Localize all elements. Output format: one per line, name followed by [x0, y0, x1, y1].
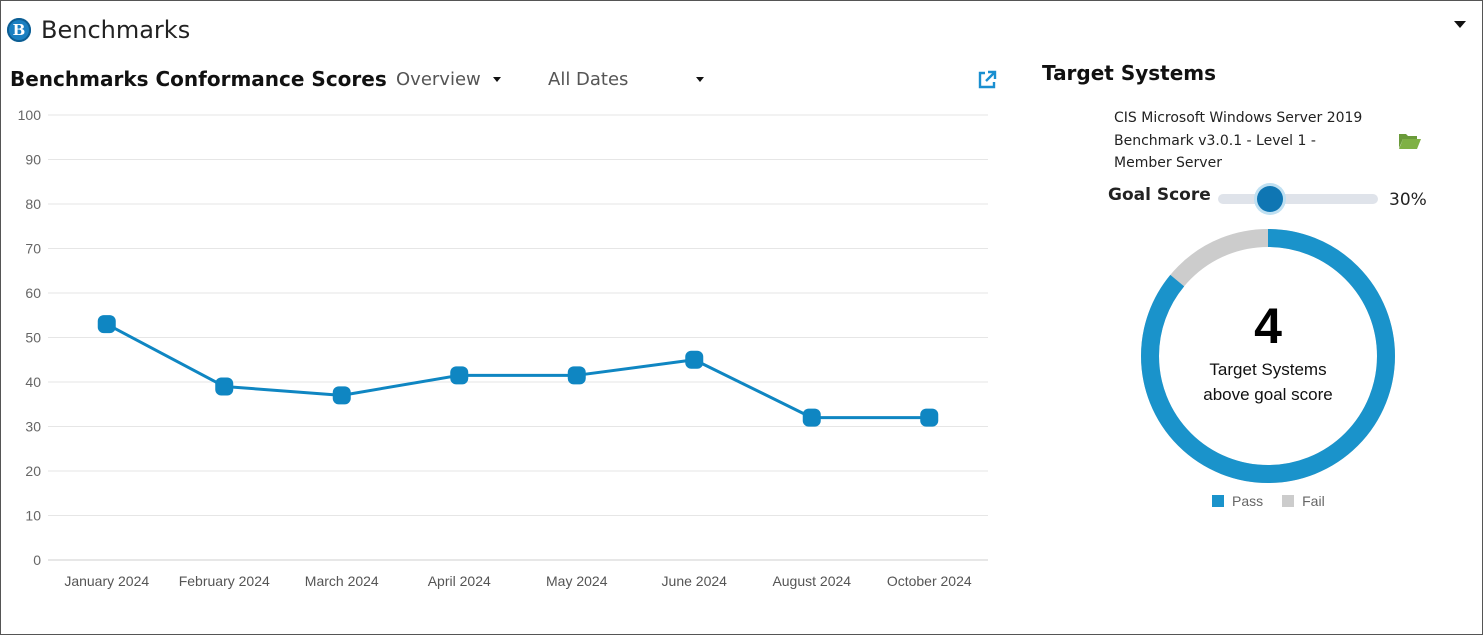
y-tick-label: 50 — [25, 330, 41, 346]
y-tick-label: 80 — [25, 196, 41, 212]
widget-header: B Benchmarks — [7, 15, 190, 45]
donut-caption-line1: Target Systems — [1209, 360, 1327, 379]
data-point[interactable] — [450, 366, 469, 385]
widget-title: Benchmarks — [41, 16, 191, 44]
y-tick-label: 10 — [25, 508, 41, 524]
legend-fail-label: Fail — [1302, 493, 1325, 509]
legend-pass-label: Pass — [1232, 493, 1264, 509]
x-tick-label: April 2024 — [428, 573, 491, 589]
data-point[interactable] — [97, 315, 116, 334]
data-point[interactable] — [215, 377, 234, 396]
legend-fail-swatch — [1282, 495, 1295, 507]
conformance-line-chart: 0 10 20 30 40 50 60 70 80 90 100 January 2024 Februa… — [18, 107, 988, 589]
x-tick-label: May 2024 — [546, 573, 608, 589]
y-tick-label: 100 — [18, 107, 42, 123]
view-dropdown-caret-icon — [492, 77, 501, 82]
y-tick-label: 40 — [25, 374, 41, 390]
series-line — [106, 322, 930, 420]
goal-score-slider[interactable] — [1218, 194, 1378, 204]
x-tick-label: January 2024 — [64, 573, 149, 589]
legend-pass-swatch — [1212, 495, 1224, 507]
donut-caption: Target Systems above goal score — [1141, 357, 1395, 407]
date-dropdown-value: All Dates — [548, 69, 629, 90]
chart-title: Benchmarks Conformance Scores — [10, 67, 387, 91]
data-point[interactable] — [332, 386, 351, 405]
x-tick-label: October 2024 — [887, 573, 972, 589]
goal-score-value: 30% — [1389, 190, 1427, 210]
y-tick-label: 30 — [25, 419, 41, 435]
benchmark-name: CIS Microsoft Windows Server 2019 Benchm… — [1114, 110, 1363, 171]
view-dropdown-value: Overview — [396, 69, 481, 90]
x-tick-label: March 2024 — [305, 573, 379, 589]
open-folder-icon[interactable] — [1398, 131, 1422, 151]
y-tick-label: 70 — [25, 241, 41, 257]
goal-score-label: Goal Score — [1108, 185, 1211, 205]
x-tick-label: June 2024 — [662, 573, 728, 589]
pass-fail-donut-chart — [1141, 229, 1395, 483]
collapse-caret-icon[interactable] — [1454, 21, 1466, 28]
data-point[interactable] — [802, 408, 821, 427]
donut-legend: Pass Fail — [1212, 493, 1325, 509]
x-tick-label: August 2024 — [772, 573, 851, 589]
x-tick-label: February 2024 — [179, 573, 270, 589]
data-point[interactable] — [567, 366, 586, 385]
y-tick-label: 0 — [33, 552, 41, 568]
y-tick-label: 20 — [25, 463, 41, 479]
target-systems-count: 4 — [1254, 298, 1282, 354]
date-dropdown-caret-icon — [696, 77, 705, 82]
data-point[interactable] — [920, 408, 939, 427]
external-link-icon[interactable] — [976, 69, 998, 91]
y-tick-label: 60 — [25, 285, 41, 301]
donut-caption-line2: above goal score — [1203, 385, 1333, 404]
y-tick-label: 90 — [25, 152, 41, 168]
date-dropdown[interactable]: All Dates — [548, 69, 705, 90]
benchmarks-logo-icon: B — [7, 18, 31, 42]
donut-pass-segment — [1141, 229, 1395, 483]
data-point[interactable] — [685, 350, 704, 369]
view-dropdown[interactable]: Overview — [396, 69, 501, 90]
target-systems-title: Target Systems — [1042, 61, 1217, 85]
goal-score-slider-handle[interactable] — [1257, 186, 1283, 212]
